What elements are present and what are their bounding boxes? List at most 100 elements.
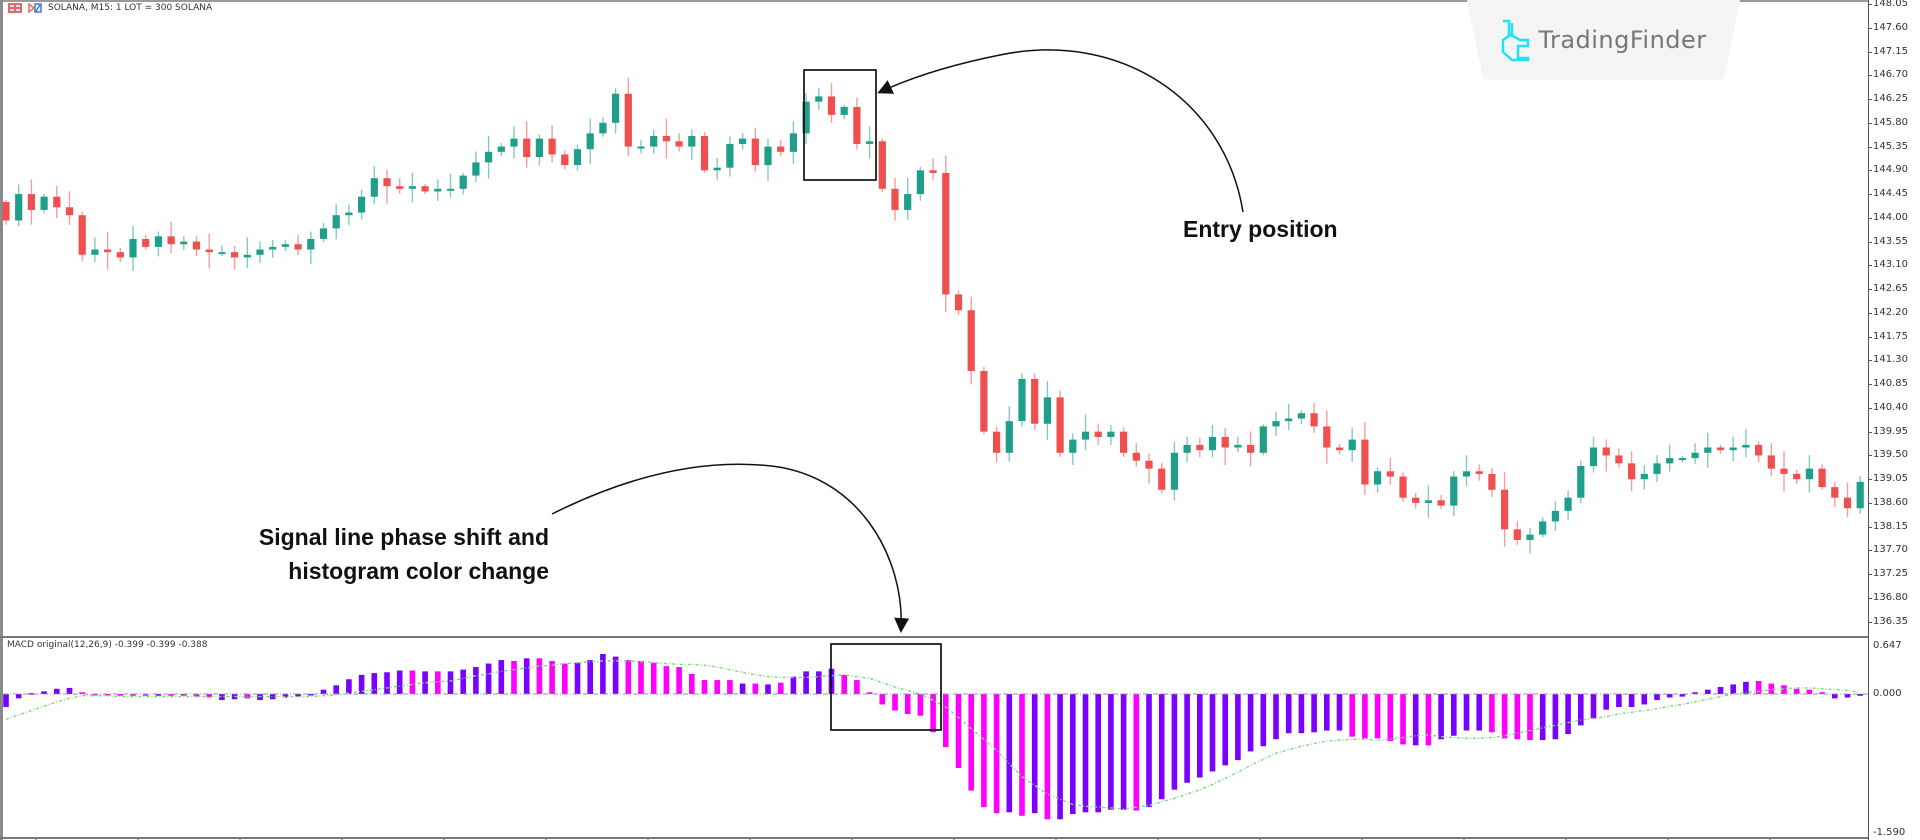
macd-histogram-bar bbox=[384, 672, 390, 694]
logo-text: TradingFinder bbox=[1538, 26, 1707, 54]
candle-bearish bbox=[1755, 444, 1763, 456]
macd-histogram-bar bbox=[371, 673, 378, 694]
macd-histogram-bar bbox=[130, 694, 136, 696]
macd-histogram-bar bbox=[714, 680, 720, 694]
macd-histogram-bar bbox=[1387, 694, 1394, 741]
candle-bearish bbox=[1412, 497, 1420, 503]
macd-histogram-bar bbox=[346, 679, 352, 694]
price-axis[interactable] bbox=[1868, 0, 1869, 840]
price-tick bbox=[1868, 312, 1872, 314]
candle-bullish bbox=[1374, 471, 1382, 485]
macd-histogram-bar bbox=[41, 691, 47, 694]
candle-bullish bbox=[1462, 471, 1471, 477]
macd-histogram-bar bbox=[1755, 680, 1762, 694]
macd-histogram-bar bbox=[1539, 694, 1546, 741]
window-left-border bbox=[0, 0, 3, 840]
macd-histogram-bar bbox=[244, 694, 251, 699]
price-tick bbox=[1868, 241, 1872, 243]
price-label: 144.90 bbox=[1873, 164, 1908, 176]
candle-bearish bbox=[891, 188, 899, 210]
macd-histogram-bar bbox=[1654, 694, 1660, 701]
candle-bearish bbox=[1818, 468, 1826, 488]
candle-bearish bbox=[624, 93, 632, 147]
candle-bullish bbox=[459, 175, 467, 189]
macd-histogram-bar bbox=[1590, 694, 1597, 719]
macd-histogram-bar bbox=[485, 663, 492, 694]
chart-header: SOLANA, M15: 1 LOT = 300 SOLANA bbox=[8, 3, 212, 13]
price-tick bbox=[1868, 265, 1872, 267]
candle-bullish bbox=[1666, 458, 1674, 464]
macd-histogram-bar bbox=[1552, 694, 1559, 740]
candle-bearish bbox=[1488, 473, 1496, 490]
macd-histogram-bar bbox=[1489, 694, 1495, 733]
macd-histogram-bar bbox=[879, 694, 886, 705]
chart-type-icon[interactable] bbox=[28, 3, 42, 13]
candle-bullish bbox=[307, 238, 315, 250]
macd-histogram-bar bbox=[1374, 694, 1381, 739]
candle-bearish bbox=[383, 178, 391, 187]
candle-bullish bbox=[129, 238, 137, 258]
macd-histogram-bar bbox=[104, 694, 111, 696]
candle-bearish bbox=[1247, 444, 1255, 453]
price-tick bbox=[1868, 598, 1872, 599]
candle-bearish bbox=[53, 196, 61, 208]
macd-histogram-bar bbox=[1209, 694, 1216, 772]
price-label: 140.85 bbox=[1873, 378, 1908, 390]
macd-histogram-bar bbox=[689, 673, 695, 694]
grid-icon[interactable] bbox=[8, 3, 22, 13]
candle-bearish bbox=[1221, 436, 1229, 448]
candle-bullish bbox=[726, 143, 734, 168]
candle-bullish bbox=[281, 244, 289, 247]
macd-histogram-bar bbox=[993, 694, 1000, 814]
macd-histogram-bar bbox=[1324, 694, 1330, 731]
candle-bearish bbox=[1158, 468, 1166, 490]
macd-histogram-bar bbox=[1197, 694, 1203, 778]
price-tick bbox=[1868, 621, 1872, 623]
candle-bullish bbox=[637, 146, 645, 149]
macd-histogram-bar bbox=[752, 683, 759, 694]
candle-bullish bbox=[91, 249, 99, 255]
candle-bearish bbox=[1767, 455, 1775, 469]
candle-bullish bbox=[1259, 426, 1267, 453]
macd-histogram-bar bbox=[308, 694, 314, 696]
price-label: 140.40 bbox=[1873, 401, 1908, 413]
macd-histogram-bar bbox=[15, 694, 22, 699]
macd-histogram-bar bbox=[142, 694, 149, 696]
candle-bearish bbox=[1145, 460, 1153, 469]
macd-histogram-bar bbox=[612, 656, 619, 694]
price-tick bbox=[1868, 407, 1872, 409]
tradingfinder-logo-icon bbox=[1502, 19, 1530, 62]
macd-histogram-bar bbox=[282, 694, 289, 698]
candle-bullish bbox=[1678, 458, 1686, 461]
macd-histogram-bar bbox=[523, 658, 530, 694]
candle-bullish bbox=[1742, 444, 1750, 448]
macd-histogram-bar bbox=[1412, 694, 1419, 746]
macd-histogram-bar bbox=[904, 694, 911, 715]
macd-histogram-bar bbox=[269, 694, 276, 700]
price-tick bbox=[1868, 289, 1872, 291]
candle-bearish bbox=[396, 186, 404, 189]
pane-separator[interactable] bbox=[0, 636, 1868, 638]
price-label: 136.35 bbox=[1873, 615, 1908, 627]
candle-bullish bbox=[1856, 481, 1864, 509]
macd-histogram-bar bbox=[1070, 694, 1076, 815]
signal-arrow bbox=[551, 463, 910, 633]
macd-histogram-bar bbox=[422, 671, 428, 694]
candle-bullish bbox=[269, 246, 277, 250]
candle-bullish bbox=[815, 96, 823, 102]
entry-highlight-box bbox=[803, 69, 877, 181]
macd-histogram-bar bbox=[1717, 687, 1724, 694]
price-tick bbox=[1868, 170, 1872, 172]
price-tick bbox=[1868, 194, 1872, 196]
candle-bullish bbox=[1424, 500, 1432, 503]
candle-bullish bbox=[612, 93, 620, 123]
candle-bearish bbox=[231, 252, 239, 258]
macd-histogram-bar bbox=[777, 682, 784, 694]
price-tick bbox=[1868, 122, 1872, 124]
macd-histogram-bar bbox=[1158, 694, 1165, 800]
candle-bullish bbox=[497, 146, 505, 152]
macd-histogram-bar bbox=[1133, 694, 1140, 811]
price-tick bbox=[1868, 99, 1872, 101]
macd-histogram-bar bbox=[1006, 694, 1013, 813]
